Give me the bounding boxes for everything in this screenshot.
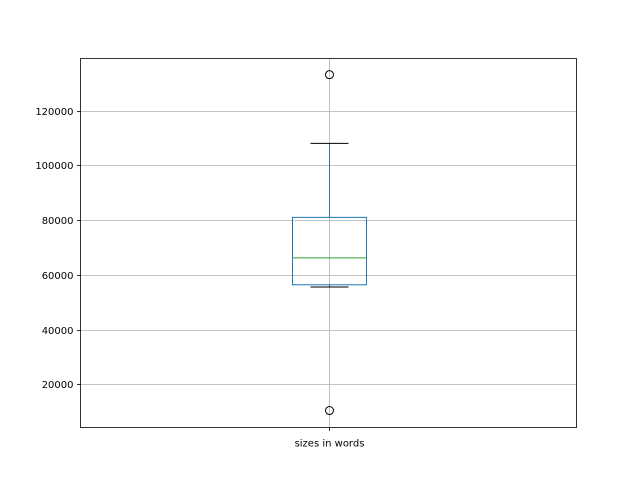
axes-frame (80, 58, 577, 428)
y-tick-label: 40000 (42, 326, 74, 337)
outlier-point (325, 406, 334, 416)
boxes (292, 70, 367, 416)
y-tick-label: 120000 (35, 107, 73, 118)
box-iqr (292, 216, 367, 286)
x-axis-ticks: sizes in words (295, 427, 365, 450)
y-tick-label: 100000 (35, 161, 73, 172)
y-tick-label: 80000 (42, 216, 74, 227)
y-tick-label: 20000 (42, 380, 74, 391)
y-tick-label: 60000 (42, 271, 74, 282)
x-tick-label: sizes in words (295, 439, 365, 450)
grid (80, 58, 577, 428)
outlier-point (325, 70, 334, 80)
y-axis-ticks: 20000 40000 60000 80000 100000 120000 (35, 107, 81, 391)
